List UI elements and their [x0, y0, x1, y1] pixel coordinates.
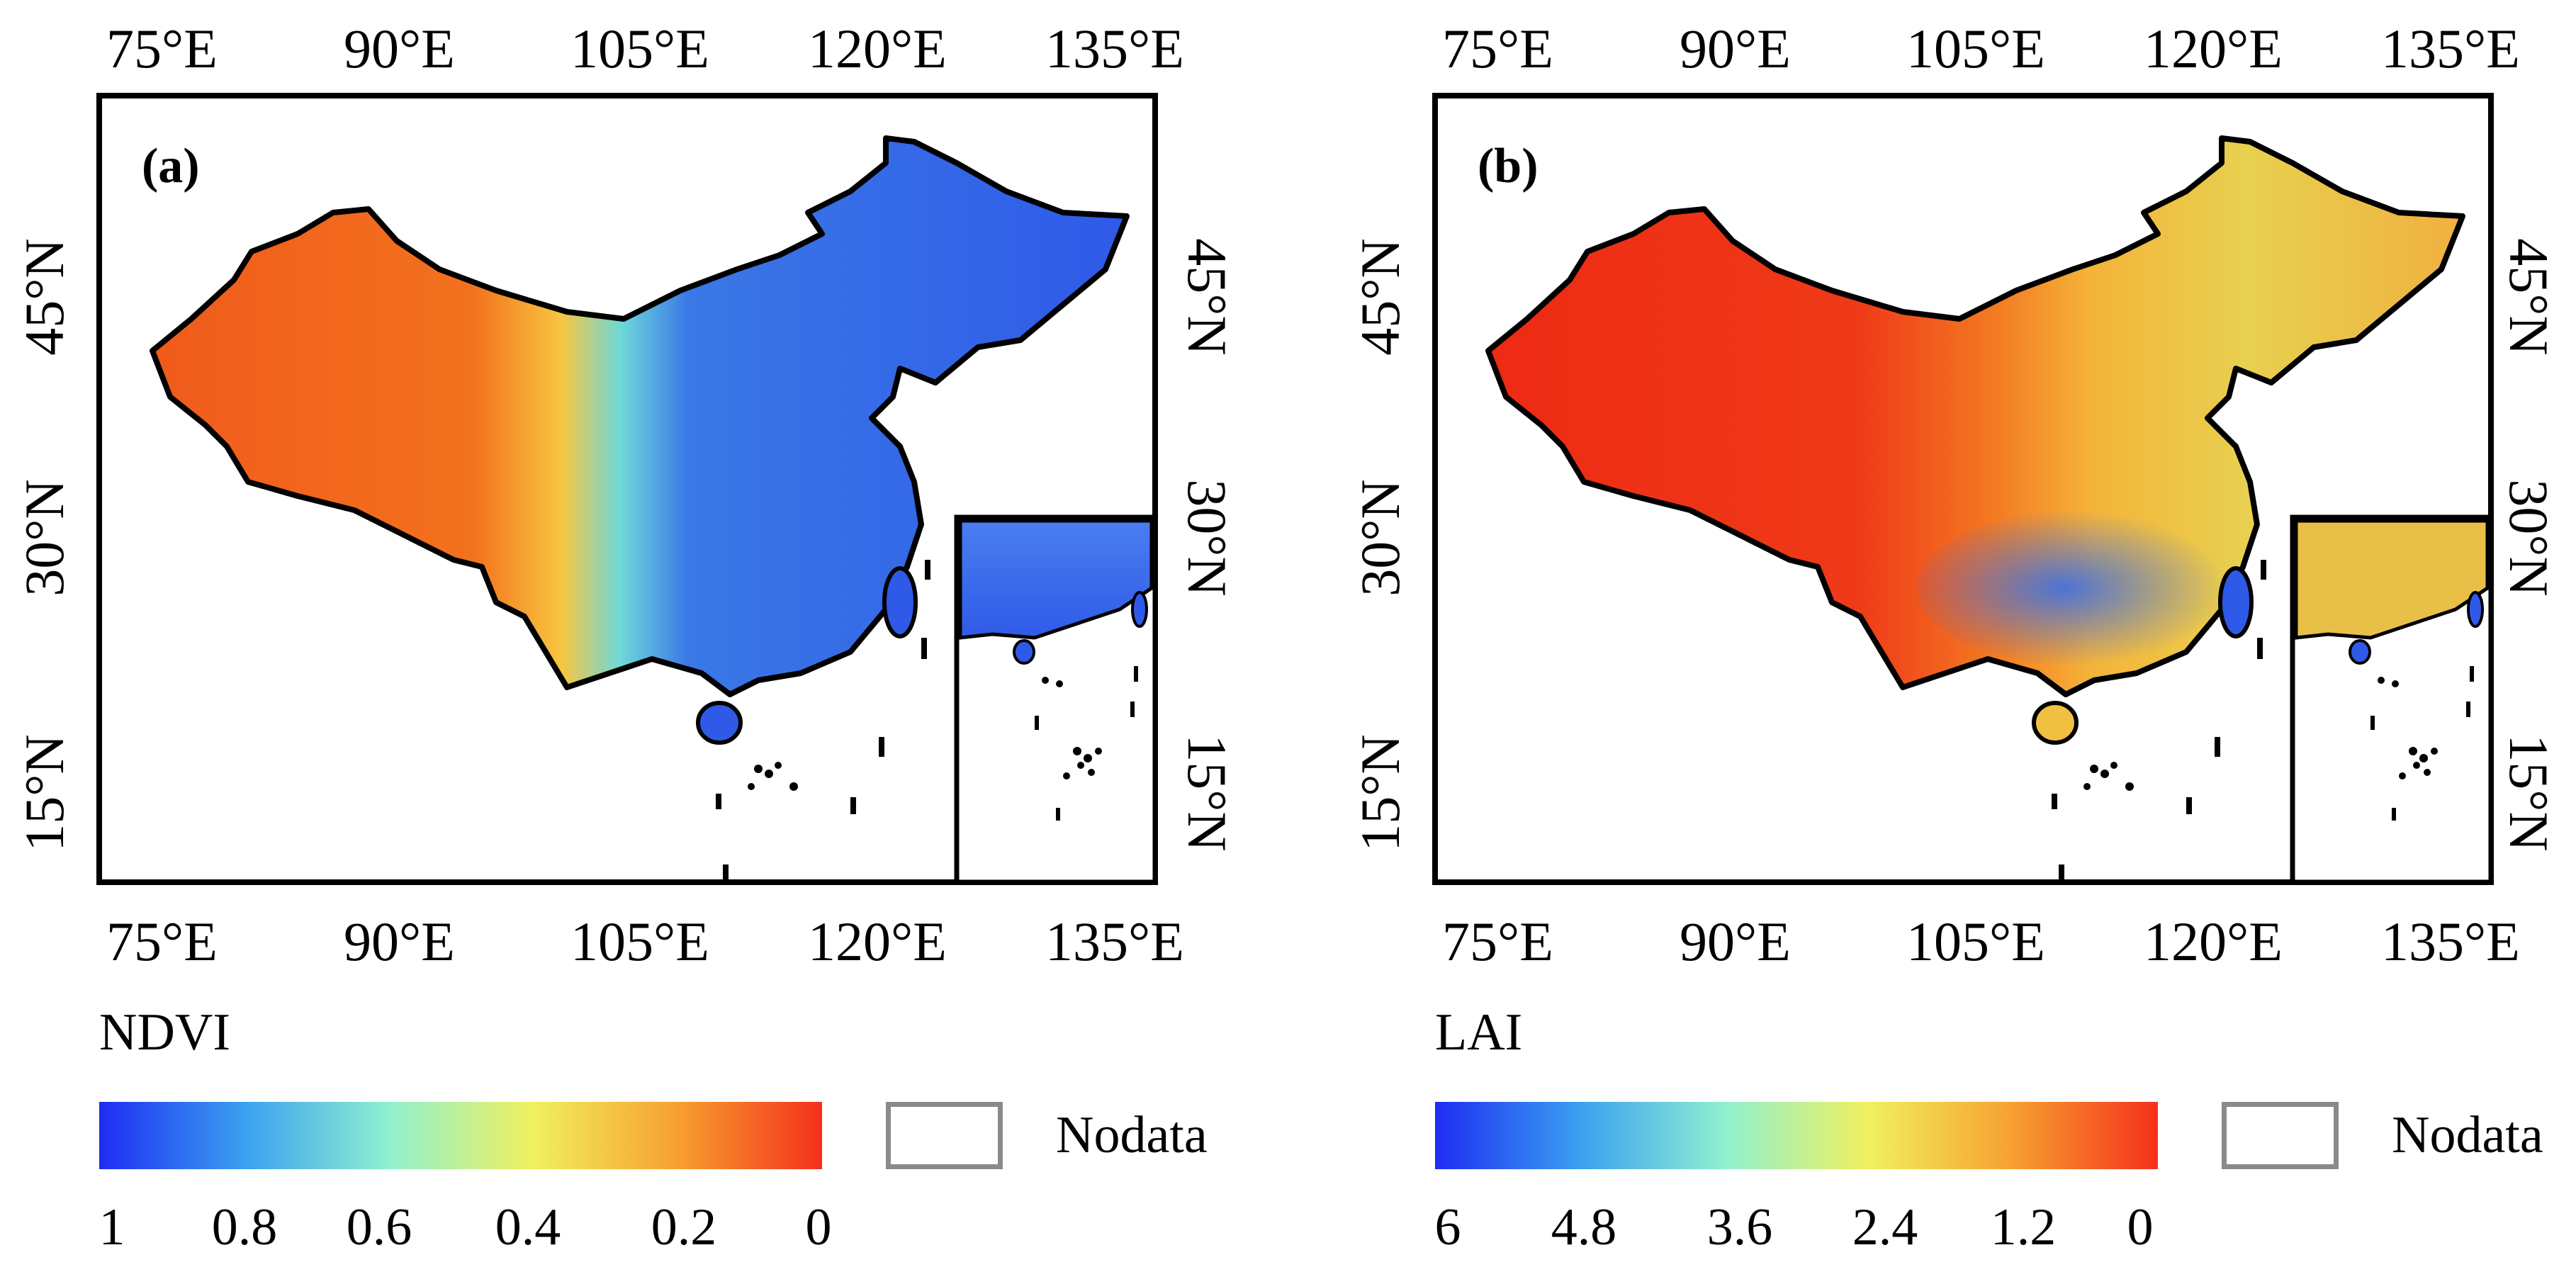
china-mainland [150, 135, 1130, 697]
colorbar-tick: 0.6 [346, 1198, 412, 1256]
lon-label-bottom: 75°E [1442, 911, 1553, 972]
lon-label-bottom: 75°E [106, 911, 218, 972]
lon-label-top: 75°E [106, 18, 218, 79]
lat-label-left: 45°N [1349, 238, 1411, 356]
colorbar [99, 1102, 822, 1169]
lat-label-right: 30°N [2497, 479, 2560, 597]
colorbar-tick: 0.4 [495, 1198, 561, 1256]
colorbar-tick: 4.8 [1551, 1198, 1617, 1256]
lon-label-bottom: 105°E [570, 911, 709, 972]
hainan-island [2032, 701, 2079, 745]
lon-label-bottom: 135°E [1045, 911, 1184, 972]
lon-label-top: 120°E [2144, 18, 2283, 79]
lat-label-left: 15°N [13, 734, 75, 852]
lon-label-top: 105°E [1906, 18, 2045, 79]
lon-label-bottom: 90°E [344, 911, 455, 972]
lat-label-left: 30°N [1349, 479, 1411, 597]
taiwan-island [2218, 566, 2254, 638]
colorbar-tick: 2.4 [1852, 1198, 1918, 1256]
map-panel-lai: 75°E 90°E 105°E 120°E 135°E 75°E 90°E 10… [1336, 0, 2576, 1284]
colorbar-tick: 6 [1434, 1198, 1461, 1256]
lon-label-top: 135°E [2381, 18, 2520, 79]
colorbar-tick: 0.8 [211, 1198, 278, 1256]
nodata-swatch [886, 1102, 1003, 1169]
variable-name: NDVI [99, 1003, 230, 1061]
lat-label-right: 45°N [2497, 238, 2560, 356]
panel-label: (a) [142, 139, 200, 193]
hainan-island [696, 701, 743, 745]
inset-islands [1035, 666, 1138, 821]
map-graphic [1432, 93, 2494, 885]
colorbar-tick: 0.2 [651, 1198, 717, 1256]
inset-coast [2294, 519, 2490, 640]
map-panel-ndvi: 75°E 90°E 105°E 120°E 135°E 75°E 90°E 10… [0, 0, 1283, 1284]
taiwan-island [882, 566, 918, 638]
colorbar-tick: 0 [805, 1198, 832, 1256]
lat-label-left: 30°N [13, 479, 75, 597]
lat-label-right: 15°N [2497, 734, 2560, 852]
south-forest-region [1917, 510, 2243, 666]
lat-label-right: 30°N [1176, 479, 1238, 597]
inset-islands [2370, 666, 2474, 821]
nodata-label: Nodata [2392, 1106, 2543, 1164]
lon-label-top: 135°E [1045, 18, 1184, 79]
nodata-label: Nodata [1056, 1106, 1208, 1164]
colorbar-tick: 3.6 [1706, 1198, 1773, 1256]
variable-name: LAI [1435, 1003, 1523, 1061]
colorbar-tick: 1.2 [1990, 1198, 2057, 1256]
colorbar-tick: 0 [2127, 1198, 2154, 1256]
south-sea-islands [2052, 560, 2266, 882]
lon-label-top: 90°E [344, 18, 455, 79]
south-sea-islands [716, 560, 930, 882]
map-frame [1432, 93, 2494, 885]
map-frame [96, 93, 1158, 885]
lat-label-left: 15°N [1349, 734, 1411, 852]
colorbar [1435, 1102, 2158, 1169]
inset-coast [958, 519, 1154, 640]
lat-label-right: 45°N [1176, 238, 1238, 356]
lon-label-top: 120°E [808, 18, 947, 79]
lon-label-top: 75°E [1442, 18, 1553, 79]
lon-label-bottom: 120°E [808, 911, 947, 972]
map-graphic [96, 93, 1158, 885]
lon-label-bottom: 105°E [1906, 911, 2045, 972]
lon-label-top: 90°E [1680, 18, 1791, 79]
lon-label-bottom: 90°E [1680, 911, 1791, 972]
nodata-swatch [2222, 1102, 2339, 1169]
panel-label: (b) [1478, 139, 1539, 193]
lon-label-bottom: 120°E [2144, 911, 2283, 972]
lat-label-right: 15°N [1176, 734, 1238, 852]
lon-label-bottom: 135°E [2381, 911, 2520, 972]
colorbar-tick: 1 [99, 1198, 125, 1256]
lat-label-left: 45°N [13, 238, 75, 356]
lon-label-top: 105°E [570, 18, 709, 79]
